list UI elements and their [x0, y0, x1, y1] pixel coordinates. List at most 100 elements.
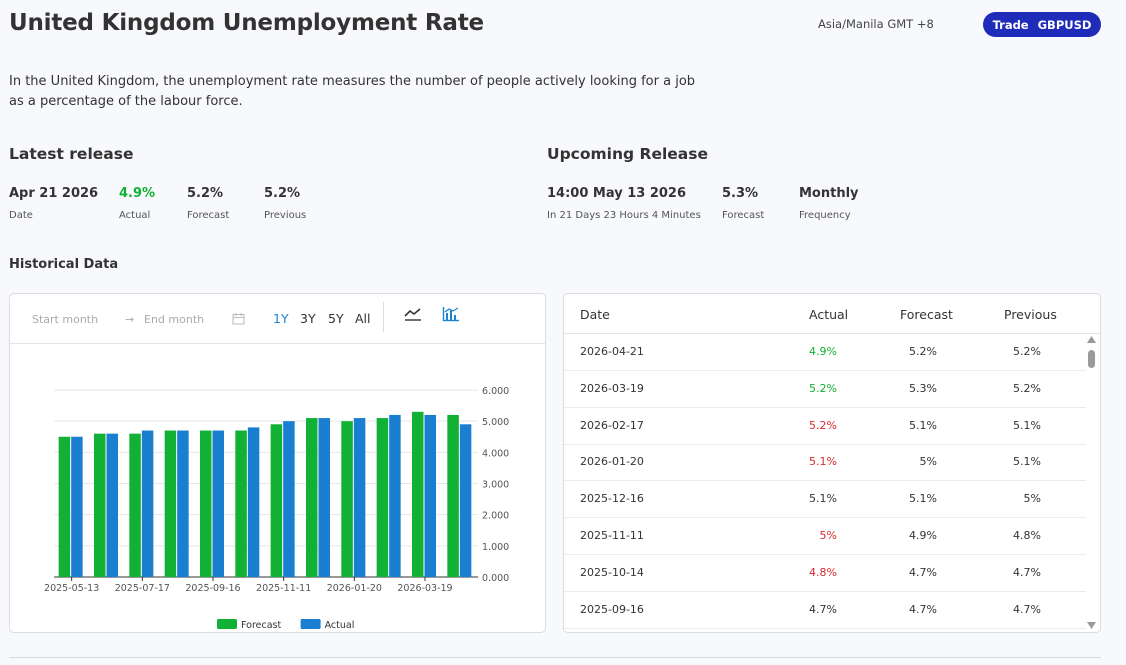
- y-tick-label: 1.000: [482, 542, 509, 553]
- table-header-separator: [564, 333, 1100, 334]
- bar-actual-2025-07-17: [141, 430, 154, 577]
- upcoming-release-heading: Upcoming Release: [547, 145, 708, 163]
- cell-previous: 5%: [1023, 492, 1041, 506]
- table-body: 2026-04-21 4.9% 5.2% 5.2% 2026-03-19 5.2% 5.3%…: [564, 334, 1086, 632]
- cell-forecast: 5.1%: [909, 492, 937, 506]
- x-tick-label: 2026-01-20: [327, 583, 382, 594]
- bar-forecast-2026-04-21: [447, 414, 459, 577]
- bar-actual-2026-01-20: [353, 418, 366, 577]
- bar-forecast-2025-06-17: [94, 433, 106, 577]
- cell-actual: 5.2%: [809, 418, 837, 432]
- cell-forecast: 5.2%: [909, 345, 937, 358]
- latest-previous-value: 5.2%: [264, 186, 301, 201]
- timezone-label: Asia/Manila GMT +8: [818, 17, 934, 31]
- start-month-input[interactable]: Start month: [32, 313, 99, 326]
- calendar-icon[interactable]: [232, 312, 245, 325]
- bar-actual-2025-05-13: [71, 436, 83, 577]
- cell-forecast: 4.7%: [909, 565, 937, 579]
- table-row: 2025-10-14 4.8% 4.7% 4.7%: [564, 555, 1086, 592]
- historical-data-heading: Historical Data: [9, 257, 119, 272]
- bar-forecast-2026-03-19: [412, 411, 424, 577]
- upcoming-countdown: In 21 Days 23 Hours 4 Minutes: [547, 210, 701, 221]
- column-header-actual[interactable]: Actual: [809, 307, 849, 322]
- table-row: 2026-01-20 5.1% 5% 5.1%: [564, 444, 1086, 482]
- range-all-button[interactable]: All: [355, 311, 371, 326]
- y-tick-label: 5.000: [482, 417, 509, 428]
- toolbar-divider: [383, 302, 384, 332]
- legend-swatch-actual: [300, 619, 321, 629]
- bar-forecast-2026-01-20: [341, 421, 353, 577]
- table-row: 2025-11-11 5% 4.9% 4.8%: [564, 518, 1086, 555]
- scroll-up-icon[interactable]: [1087, 336, 1096, 343]
- table-row: 2026-02-17 5.2% 5.1% 5.1%: [564, 408, 1086, 445]
- cell-previous: 4.8%: [1013, 529, 1041, 542]
- cell-actual: 4.9%: [809, 345, 837, 358]
- line-chart-icon[interactable]: [404, 306, 422, 322]
- chart-toolbar-separator: [10, 343, 545, 344]
- end-month-input[interactable]: End month: [144, 313, 205, 326]
- bar-forecast-2025-08-12: [164, 430, 177, 577]
- range-3y-button[interactable]: 3Y: [300, 311, 316, 326]
- bar-actual-2025-11-11: [283, 421, 295, 577]
- cell-date: 2026-02-17: [580, 418, 644, 432]
- x-tick-label: 2025-05-13: [44, 583, 99, 594]
- cell-actual: 5%: [819, 529, 837, 542]
- upcoming-frequency-label: Frequency: [799, 210, 851, 221]
- table-row: 2025-12-16 5.1% 5.1% 5%: [564, 481, 1086, 519]
- cell-previous: 5.2%: [1013, 345, 1041, 358]
- legend-swatch-forecast: [217, 619, 237, 629]
- cell-forecast: 4.7%: [909, 602, 937, 616]
- legend-label-forecast: Forecast: [241, 620, 281, 631]
- bar-actual-2025-12-16: [318, 418, 330, 577]
- column-header-previous[interactable]: Previous: [1004, 307, 1057, 322]
- scrollbar-thumb[interactable]: [1088, 350, 1095, 368]
- upcoming-frequency-value: Monthly: [799, 186, 859, 201]
- y-tick-label: 4.000: [482, 448, 509, 459]
- trade-button-label: Trade: [992, 17, 1029, 32]
- latest-date-value: Apr 21 2026: [9, 186, 99, 201]
- cell-actual: 4.7%: [809, 602, 837, 616]
- table-row: 2026-03-19 5.2% 5.3% 5.2%: [564, 371, 1086, 408]
- indicator-description: In the United Kingdom, the unemployment …: [9, 74, 696, 109]
- column-header-forecast[interactable]: Forecast: [900, 307, 953, 322]
- cell-forecast: 5.3%: [909, 381, 937, 395]
- latest-actual-value: 4.9%: [119, 186, 156, 201]
- cell-previous: 4.7%: [1013, 565, 1041, 579]
- table-row: 2026-04-21 4.9% 5.2% 5.2%: [564, 334, 1086, 371]
- range-1y-button[interactable]: 1Y: [273, 311, 289, 326]
- table-scrollbar[interactable]: [1084, 334, 1099, 631]
- x-tick-label: 2025-11-11: [256, 583, 311, 594]
- cell-date: 2025-10-14: [580, 565, 644, 579]
- cell-previous: 5.1%: [1013, 455, 1041, 469]
- cell-date: 2025-12-16: [580, 492, 644, 506]
- bar-actual-2026-02-17: [389, 414, 401, 577]
- column-header-date[interactable]: Date: [580, 307, 610, 322]
- cell-previous: 4.7%: [1013, 602, 1041, 616]
- cell-forecast: 4.9%: [909, 529, 937, 542]
- scroll-down-icon[interactable]: [1087, 622, 1096, 629]
- cell-actual: 5.2%: [809, 381, 837, 395]
- upcoming-time-value: 14:00 May 13 2026: [547, 186, 687, 201]
- bar-forecast-2025-11-11: [270, 424, 283, 577]
- y-tick-label: 2.000: [482, 511, 509, 522]
- range-arrow: →: [125, 313, 135, 326]
- bar-chart: 0.000 1.000 2.000 3.000 4.000 5.000 6.000 2025-…: [44, 386, 509, 631]
- bar-chart-icon[interactable]: [442, 306, 460, 322]
- x-tick-label: 2025-07-17: [115, 583, 170, 594]
- bottom-divider: [9, 657, 1101, 658]
- cell-forecast: 5%: [919, 455, 937, 469]
- range-5y-button[interactable]: 5Y: [328, 311, 344, 326]
- x-tick-label: 2026-03-19: [397, 583, 452, 594]
- bar-actual-2025-06-17: [106, 433, 118, 577]
- latest-date-label: Date: [9, 210, 33, 221]
- latest-forecast-label: Forecast: [187, 210, 230, 221]
- bar-forecast-2025-12-16: [306, 418, 318, 577]
- latest-previous-label: Previous: [264, 210, 307, 221]
- cell-actual: 5.1%: [809, 455, 837, 469]
- y-tick-label: 0.000: [482, 573, 509, 584]
- trade-button[interactable]: Trade GBPUSD: [983, 12, 1101, 37]
- bar-forecast-2026-02-17: [376, 418, 389, 577]
- upcoming-forecast-label: Forecast: [722, 210, 765, 221]
- cell-previous: 5.2%: [1013, 381, 1041, 395]
- x-tick-label: 2025-09-16: [185, 583, 240, 594]
